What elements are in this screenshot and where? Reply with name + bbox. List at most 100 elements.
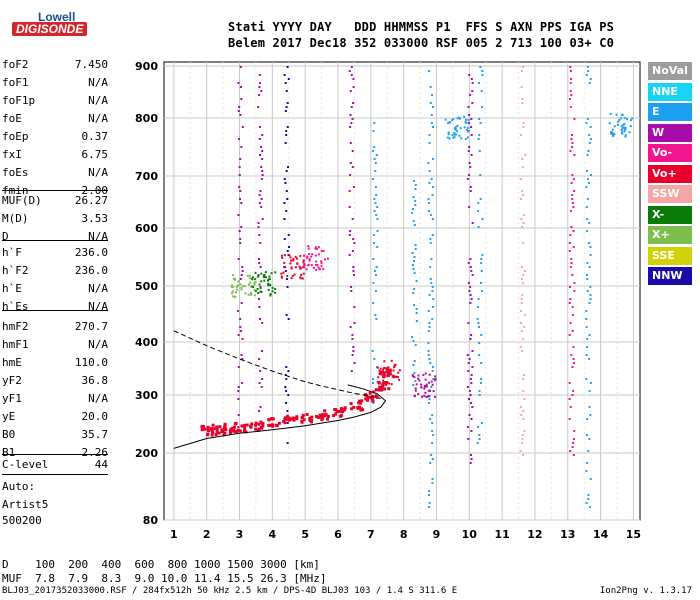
echo-point (589, 174, 592, 176)
echo-point (413, 372, 416, 374)
cluster-point (232, 285, 235, 288)
echo-point (481, 254, 484, 256)
cluster-point (425, 395, 428, 398)
echo-point (466, 426, 469, 428)
cluster-point (281, 254, 284, 257)
separator (2, 310, 108, 311)
echo-point (471, 222, 474, 224)
echo-point (287, 394, 290, 396)
echo-point (415, 312, 418, 314)
param-value: 236.0 (74, 264, 108, 277)
echo-point (480, 262, 483, 264)
o-trace-point (324, 412, 328, 416)
echo-point (412, 292, 415, 294)
cluster-point (452, 118, 455, 121)
cluster-point (395, 375, 398, 378)
param-row: hmE 110.0 (2, 356, 108, 372)
echo-point (287, 318, 290, 320)
o-trace-point (220, 429, 224, 433)
echo-point (476, 442, 479, 444)
cluster-point (623, 117, 626, 120)
cluster-point (312, 266, 315, 269)
o-trace-point (233, 422, 237, 426)
echo-point (428, 142, 431, 144)
footer-info: BLJ03_2017352033000.RSF / 284fx512h 50 k… (2, 586, 458, 596)
echo-point (427, 310, 430, 312)
echo-point (478, 118, 481, 120)
cluster-point (621, 132, 624, 135)
echo-point (569, 406, 572, 408)
echo-point (259, 406, 262, 408)
echo-point (285, 90, 288, 92)
echo-point (521, 438, 524, 440)
echo-point (260, 178, 263, 180)
echo-point (522, 214, 525, 216)
echo-point (522, 126, 525, 128)
cluster-point (616, 123, 619, 126)
param-value: N/A (88, 76, 108, 89)
o-trace-point (358, 399, 362, 403)
echo-point (286, 410, 289, 412)
o-trace-point (360, 399, 364, 403)
param-value: 110.0 (74, 356, 108, 369)
param-value: 26.27 (74, 194, 108, 207)
echo-point (374, 162, 377, 164)
o-trace-point (210, 429, 214, 433)
echo-point (585, 378, 588, 380)
cluster-point (303, 266, 306, 269)
echo-point (571, 202, 574, 204)
echo-point (259, 370, 262, 372)
cluster-point (611, 128, 614, 131)
echo-point (589, 506, 592, 508)
echo-point (350, 74, 353, 76)
cluster-point (294, 255, 297, 258)
echo-point (467, 282, 470, 284)
echo-point (477, 298, 480, 300)
param-row: C-level 44 (2, 458, 108, 474)
cluster-point (378, 369, 381, 372)
cluster-point (318, 268, 321, 271)
cluster-point (270, 272, 273, 275)
cluster-point (467, 118, 470, 121)
cluster-point (290, 267, 293, 270)
echo-point (431, 94, 434, 96)
o-trace-point (315, 414, 319, 418)
cluster-point (302, 259, 305, 262)
echo-point (350, 286, 353, 288)
cluster-point (622, 126, 625, 129)
cluster-point (232, 274, 235, 277)
echo-point (589, 286, 592, 288)
echo-point (470, 430, 473, 432)
echo-point (568, 382, 571, 384)
echo-point (588, 390, 591, 392)
o-trace-point (206, 433, 210, 437)
echo-point (427, 330, 430, 332)
echo-point (431, 194, 434, 196)
o-trace-point (387, 387, 391, 391)
echo-point (372, 282, 375, 284)
cluster-point (248, 283, 251, 286)
echo-point (469, 394, 472, 396)
echo-point (350, 370, 353, 372)
echo-point (241, 270, 244, 272)
cluster-point (303, 264, 306, 267)
cluster-point (249, 281, 252, 284)
echo-point (239, 198, 242, 200)
echo-point (469, 266, 472, 268)
cluster-point (397, 371, 400, 374)
echo-point (521, 434, 524, 436)
echo-point (258, 382, 261, 384)
echo-point (413, 360, 416, 362)
echo-point (428, 358, 431, 360)
param-value: 20.0 (81, 410, 109, 423)
param-value: 6.75 (81, 148, 109, 161)
echo-point (428, 134, 431, 136)
y-tick-label: 900 (135, 60, 158, 73)
echo-point (258, 86, 261, 88)
echo-point (585, 206, 588, 208)
legend-item: NNW (648, 267, 692, 285)
echo-point (431, 478, 434, 480)
o-trace-point (220, 428, 224, 432)
echo-point (413, 272, 416, 274)
echo-point (469, 258, 472, 260)
